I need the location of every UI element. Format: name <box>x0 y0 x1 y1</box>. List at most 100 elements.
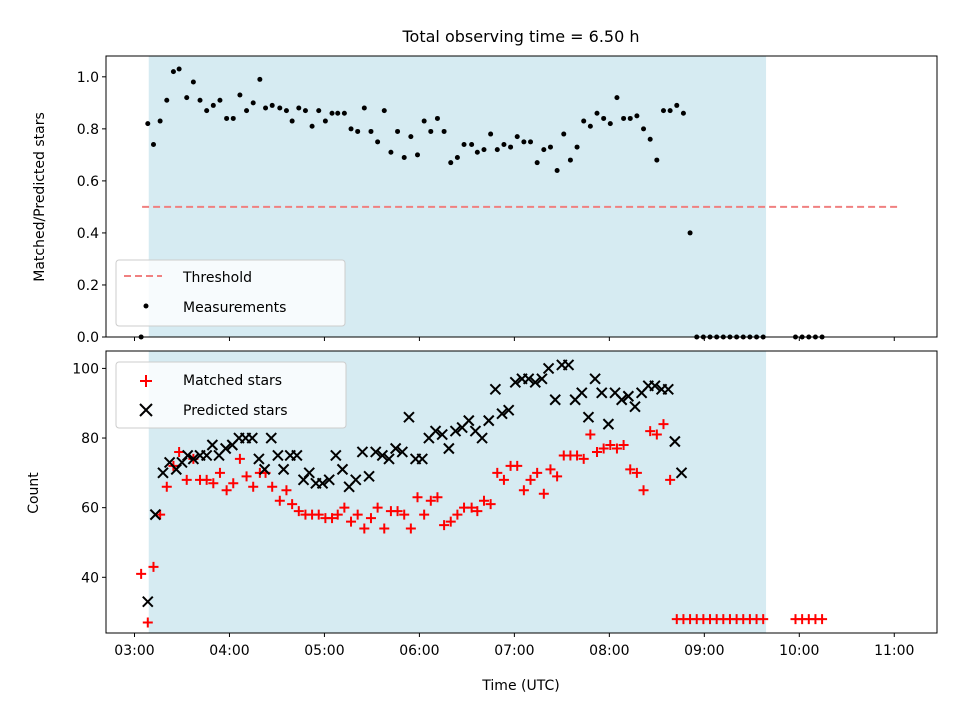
measurement-point <box>157 118 163 124</box>
predicted-point <box>562 359 575 371</box>
measurement-point <box>528 139 534 145</box>
measurement-point <box>230 115 236 121</box>
predicted-point <box>363 470 375 483</box>
x-tick-label: 09:00 <box>684 643 724 659</box>
predicted-point <box>258 463 271 476</box>
x-tick-label: 11:00 <box>874 643 914 659</box>
predicted-point <box>396 446 409 458</box>
predicted-point <box>376 449 389 462</box>
matched-point <box>174 446 185 457</box>
measurement-point <box>263 105 269 111</box>
predicted-point <box>336 463 349 476</box>
predicted-point <box>476 432 488 444</box>
measurement-point <box>441 128 447 134</box>
predicted-point <box>529 376 541 389</box>
x-tick-label: 08:00 <box>589 643 629 659</box>
matched-point <box>512 460 523 471</box>
matched-point <box>631 467 642 478</box>
top-xtick-marks <box>133 337 895 341</box>
measurement-point <box>190 79 196 85</box>
measurement-point <box>680 110 686 116</box>
top-axes-frame <box>105 55 938 338</box>
matched-point <box>274 495 285 506</box>
matched-point <box>425 495 436 506</box>
matched-point <box>181 474 192 485</box>
measurement-point <box>150 141 156 147</box>
measurement-point <box>316 108 322 114</box>
predicted-point <box>589 373 601 385</box>
measurement-point <box>204 108 210 114</box>
measurement-point <box>547 144 553 150</box>
predicted-point <box>272 449 284 462</box>
x-tick-label: 07:00 <box>494 643 534 659</box>
matched-point <box>405 523 416 534</box>
x-tick-label: 05:00 <box>304 643 344 659</box>
measurement-point <box>415 152 421 158</box>
predicted-point <box>157 467 169 479</box>
predicted-point <box>502 404 515 416</box>
top-legend: Threshold Measurements <box>115 259 346 327</box>
measurement-point <box>184 95 190 101</box>
measurement-point <box>461 141 467 147</box>
measurement-point <box>488 131 494 137</box>
matched-point <box>466 502 477 513</box>
matched-point <box>572 450 583 461</box>
predicted-point <box>429 425 442 437</box>
x-tick-label: 06:00 <box>399 643 439 659</box>
measurement-point <box>647 136 653 142</box>
measurement-point <box>687 230 693 236</box>
matched-point <box>208 478 219 489</box>
matched-point <box>248 481 259 492</box>
measurement-point <box>170 69 176 75</box>
predicted-point <box>350 474 362 486</box>
matched-point <box>651 429 662 440</box>
predicted-point <box>582 411 595 423</box>
matched-point <box>148 561 159 572</box>
predicted-point <box>416 453 428 465</box>
matched-point <box>201 474 212 485</box>
matched-point <box>605 440 616 450</box>
matched-point <box>372 502 383 513</box>
predicted-point <box>149 508 162 521</box>
measurement-point <box>508 144 514 150</box>
measurement-point <box>237 92 243 98</box>
predicted-point <box>246 432 258 444</box>
predicted-point <box>449 425 462 437</box>
measurement-point <box>341 110 347 116</box>
matched-point <box>327 513 338 524</box>
predicted-point <box>316 477 329 490</box>
measurement-point <box>145 121 151 127</box>
measurement-point <box>250 100 256 106</box>
matched-point <box>498 474 509 485</box>
matched-point <box>432 492 443 503</box>
measurement-point <box>634 113 640 119</box>
x-tick-label: 10:00 <box>779 643 819 659</box>
predicted-point <box>536 373 548 385</box>
predicted-point <box>576 387 588 399</box>
measurement-point <box>581 118 587 124</box>
measurement-point <box>541 147 547 153</box>
measurement-point <box>587 123 593 129</box>
measurement-point <box>601 115 607 121</box>
predicted-point <box>662 383 674 396</box>
matched-point <box>485 499 496 510</box>
matched-point <box>214 467 225 478</box>
measurement-point <box>164 97 170 103</box>
matched-point <box>478 495 489 506</box>
bottom-xticks: 03:00 04:00 05:00 06:00 07:00 08:00 09:00 10:00… <box>114 633 914 659</box>
measurement-point <box>335 110 341 116</box>
matched-point <box>136 568 147 579</box>
measurement-point <box>641 126 647 132</box>
y-tick-label: 0.0 <box>77 330 99 346</box>
y-tick-label: 0.6 <box>77 174 99 190</box>
measurement-point <box>388 149 394 155</box>
y-tick-label: 0.4 <box>77 226 99 242</box>
measurement-point <box>474 149 480 155</box>
predicted-point <box>675 467 688 479</box>
predicted-point <box>383 453 395 465</box>
matched-point <box>359 523 370 534</box>
measurement-point <box>309 123 315 129</box>
y-tick-label: 0.8 <box>77 122 99 138</box>
matched-point <box>142 617 153 628</box>
